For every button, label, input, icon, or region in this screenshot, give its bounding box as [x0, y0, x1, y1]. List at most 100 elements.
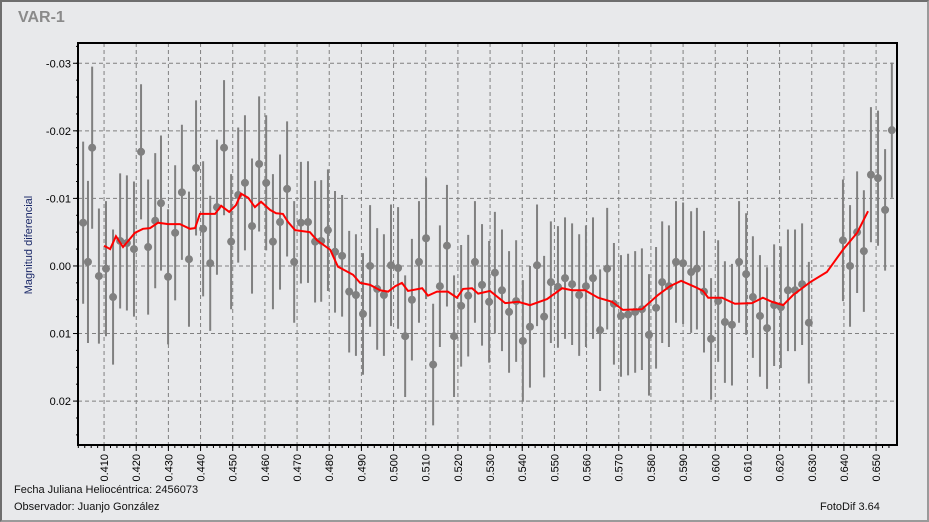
data-point — [887, 126, 896, 135]
x-tick-label: 0.500 — [389, 454, 401, 482]
plot-area — [78, 43, 897, 445]
data-point — [624, 310, 633, 319]
data-point — [763, 324, 772, 333]
software-version: FotoDif 3.64 — [820, 501, 880, 513]
data-point — [255, 159, 264, 168]
data-point — [735, 257, 744, 266]
data-point — [846, 261, 855, 270]
data-point — [874, 174, 883, 183]
data-point — [268, 237, 277, 246]
x-tick-label: 0.640 — [839, 454, 851, 482]
data-point — [164, 272, 173, 281]
x-tick-label: 0.470 — [292, 454, 304, 482]
data-point — [672, 257, 681, 266]
data-point — [783, 286, 792, 295]
data-point — [379, 291, 388, 300]
x-tick-label: 0.510 — [421, 454, 433, 482]
data-point — [192, 163, 201, 172]
x-tick-label: 0.520 — [453, 454, 465, 482]
data-point — [101, 264, 110, 273]
data-point — [109, 293, 118, 302]
y-tick-label: 0.00 — [50, 261, 71, 273]
data-point — [589, 274, 598, 283]
x-tick-label: 0.580 — [646, 454, 658, 482]
data-point — [429, 360, 438, 369]
data-point — [351, 291, 360, 300]
data-point — [485, 297, 494, 306]
data-point — [366, 261, 375, 270]
data-point — [304, 218, 313, 227]
x-tick-label: 0.480 — [324, 454, 336, 482]
data-point — [206, 259, 215, 268]
data-point — [457, 301, 466, 310]
x-tick-label: 0.570 — [614, 454, 626, 482]
data-point — [386, 261, 395, 270]
plot-border — [77, 42, 898, 446]
data-point — [742, 270, 751, 279]
data-point — [714, 297, 723, 306]
data-point — [323, 226, 332, 235]
data-point — [568, 280, 577, 289]
data-point — [804, 318, 813, 327]
data-point — [227, 237, 236, 246]
data-point — [79, 218, 88, 227]
data-point — [748, 293, 757, 302]
data-point — [707, 334, 716, 343]
x-tick-label: 0.590 — [678, 454, 690, 482]
data-point — [720, 318, 729, 327]
x-tick-label: 0.430 — [163, 454, 175, 482]
data-point — [435, 282, 444, 291]
data-point — [644, 330, 653, 339]
data-point — [470, 257, 479, 266]
y-tick-label: 0.01 — [50, 329, 71, 341]
data-point — [442, 241, 451, 250]
data-point — [596, 326, 605, 335]
data-point — [262, 178, 271, 187]
x-tick-label: 0.490 — [356, 454, 368, 482]
data-point — [94, 272, 103, 281]
data-point — [658, 278, 667, 287]
data-point — [129, 245, 138, 254]
data-point — [525, 322, 534, 331]
data-point — [88, 143, 97, 152]
data-point — [144, 243, 153, 252]
data-point — [533, 261, 542, 270]
data-point — [603, 264, 612, 273]
data-point — [199, 224, 208, 233]
data-point — [755, 311, 764, 320]
x-tick-label: 0.530 — [485, 454, 497, 482]
x-tick-label: 0.650 — [871, 454, 883, 482]
data-point — [156, 199, 165, 208]
y-tick-label: 0.02 — [50, 396, 71, 408]
data-point — [240, 178, 249, 187]
data-point — [338, 251, 347, 260]
data-point — [184, 255, 193, 264]
data-point — [296, 218, 305, 227]
data-point — [505, 307, 514, 316]
data-point — [394, 263, 403, 272]
data-point — [679, 259, 688, 268]
data-point — [407, 295, 416, 304]
data-point — [401, 332, 410, 341]
data-point — [518, 336, 527, 345]
data-point — [248, 222, 257, 231]
data-point — [137, 147, 146, 156]
data-point — [575, 291, 584, 300]
data-point — [546, 278, 555, 287]
x-tick-label: 0.550 — [549, 454, 561, 482]
data-point — [276, 218, 285, 227]
smoothed-curve — [103, 192, 869, 311]
data-point — [866, 170, 875, 179]
x-tick-label: 0.620 — [775, 454, 787, 482]
data-point — [727, 320, 736, 329]
data-point — [171, 228, 180, 237]
data-point — [540, 312, 549, 321]
data-point — [422, 234, 431, 243]
data-point — [478, 280, 487, 289]
data-point — [359, 309, 368, 318]
x-tick-label: 0.560 — [582, 454, 594, 482]
x-tick-label: 0.540 — [517, 454, 529, 482]
data-point — [859, 247, 868, 256]
